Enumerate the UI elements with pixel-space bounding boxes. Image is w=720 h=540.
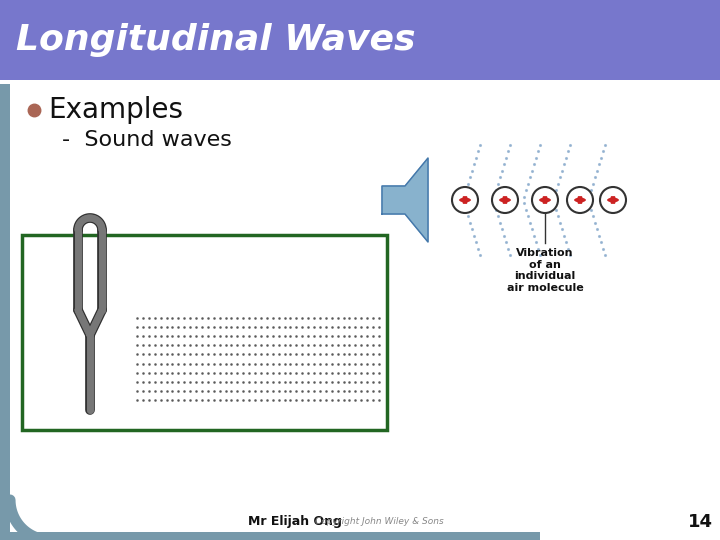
- Bar: [0, 532, 540, 540]
- Bar: [22, 235, 387, 430]
- Circle shape: [567, 187, 593, 213]
- Bar: [0, 84, 10, 540]
- Text: -  Sound waves: - Sound waves: [62, 130, 232, 150]
- Text: Mr Elijah Ong: Mr Elijah Ong: [248, 516, 342, 529]
- Text: Copyright John Wiley & Sons: Copyright John Wiley & Sons: [315, 517, 444, 526]
- Polygon shape: [382, 158, 428, 242]
- Bar: [0, 0, 720, 80]
- Text: Vibration
of an
individual
air molecule: Vibration of an individual air molecule: [507, 248, 583, 293]
- Circle shape: [532, 187, 558, 213]
- Circle shape: [600, 187, 626, 213]
- Text: Examples: Examples: [48, 96, 183, 124]
- Circle shape: [492, 187, 518, 213]
- Text: Longitudinal Waves: Longitudinal Waves: [16, 23, 415, 57]
- Text: 14: 14: [688, 513, 713, 531]
- Circle shape: [452, 187, 478, 213]
